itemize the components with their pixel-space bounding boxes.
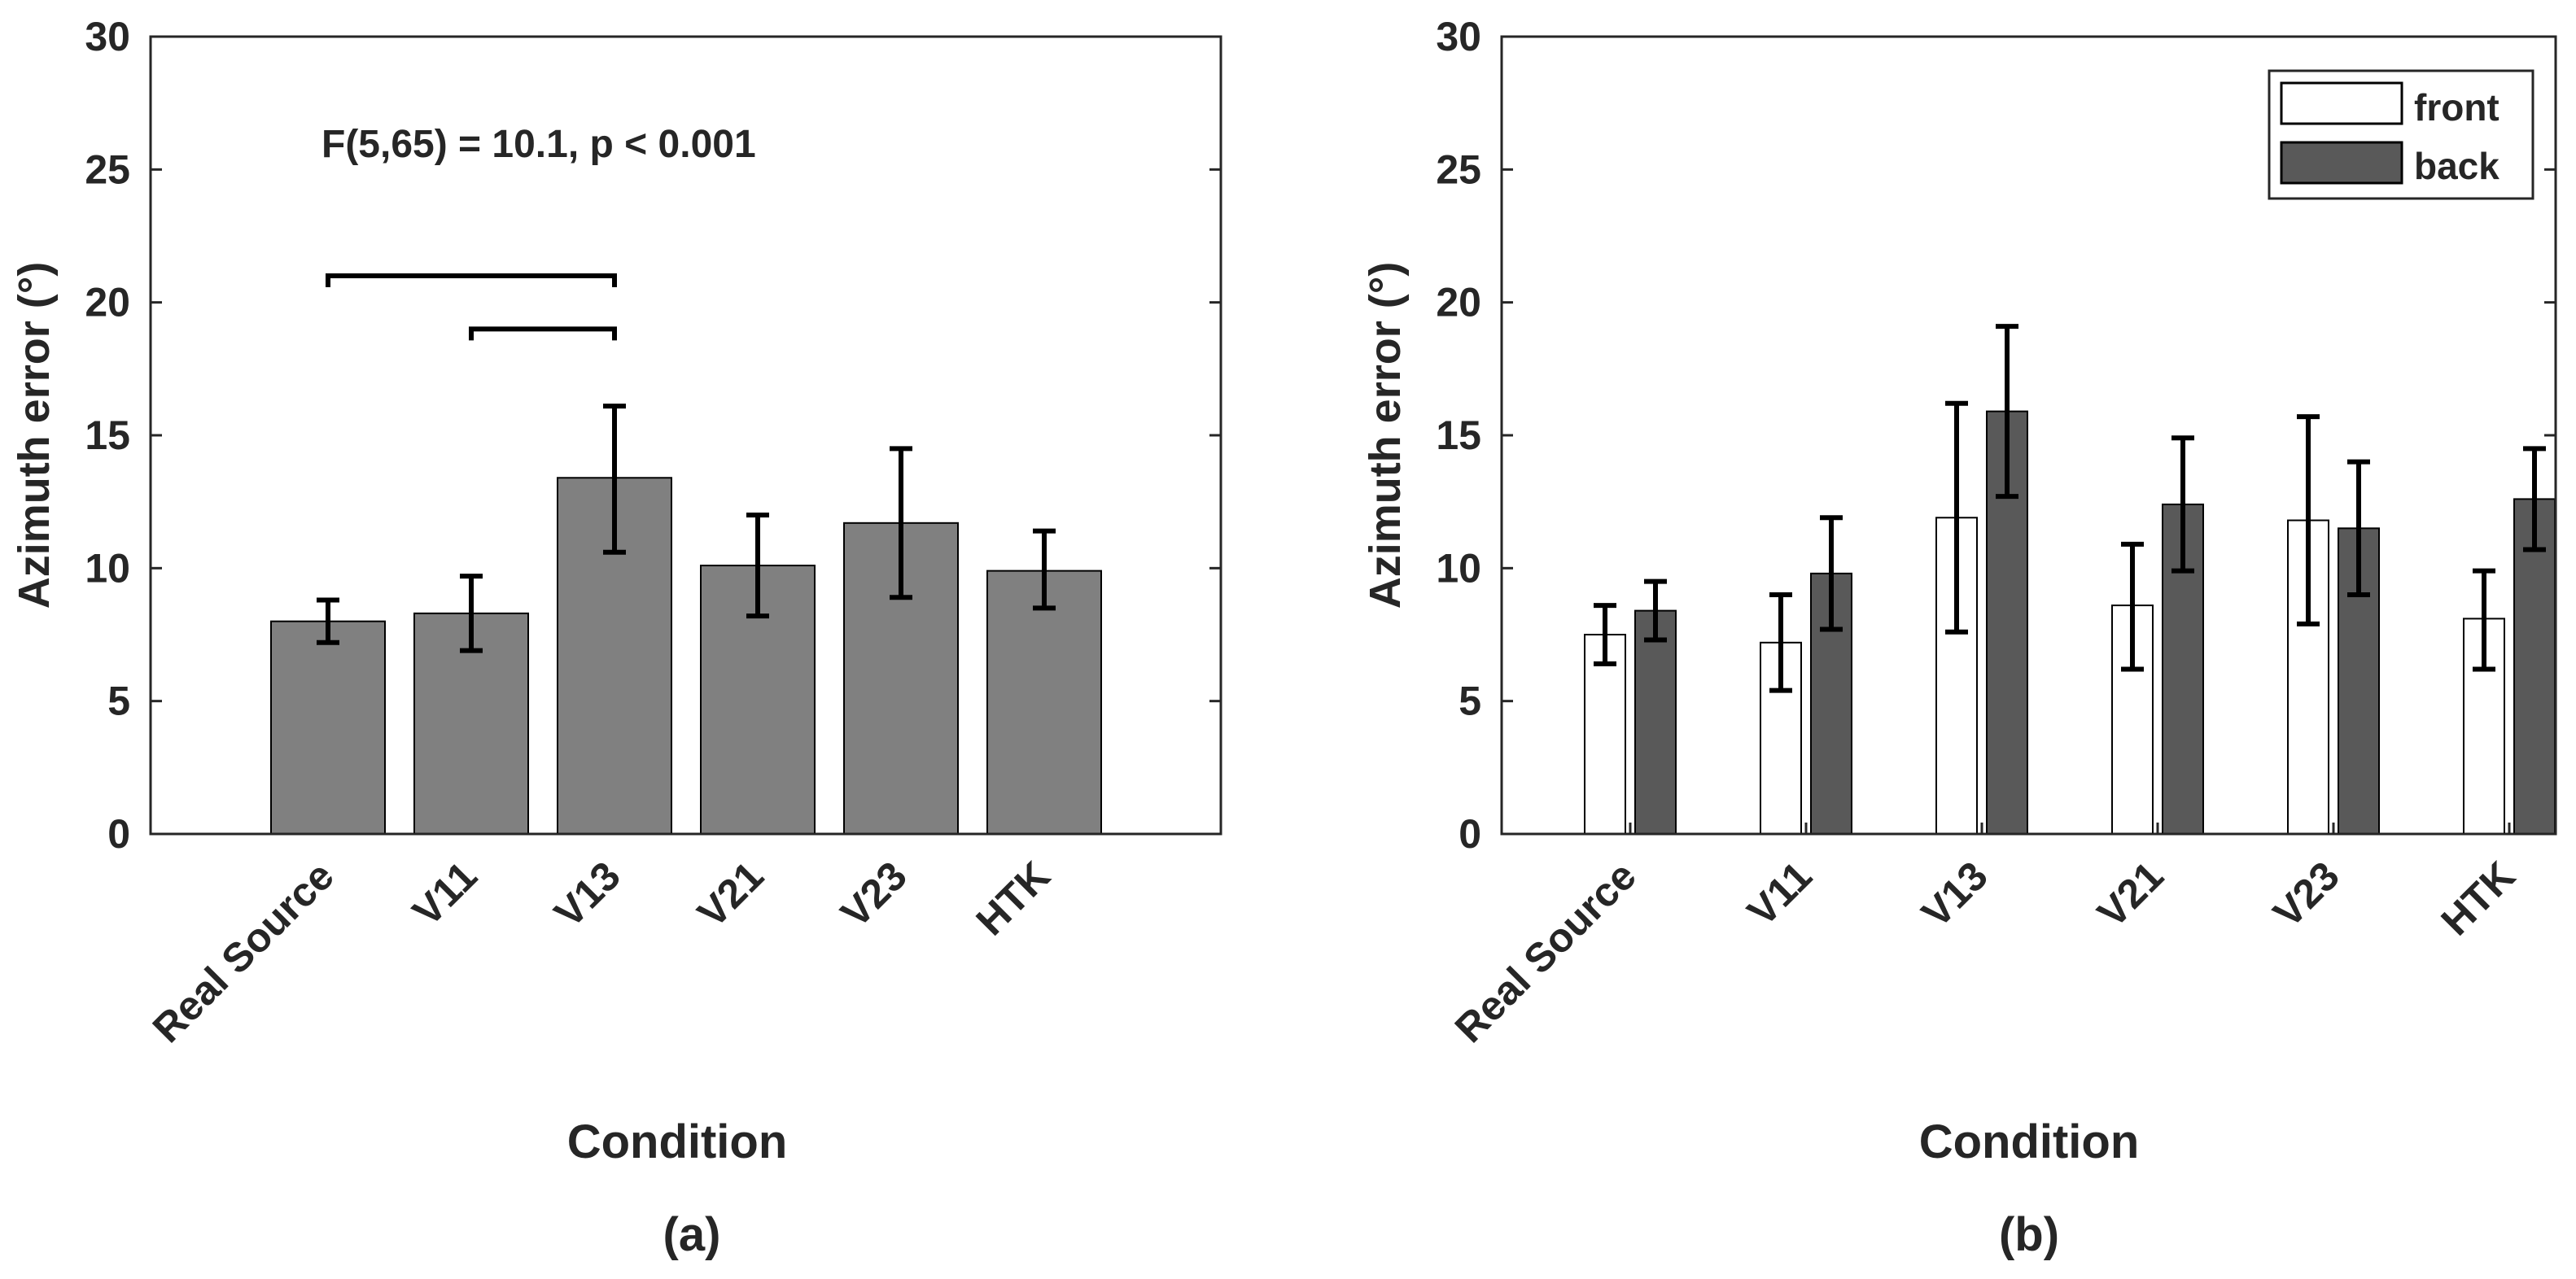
y-tick-labels-b: 0 5 10 15 20 25 30: [1436, 14, 1481, 857]
x-tick-label-htk: HTK: [968, 853, 1059, 944]
error-bar-front-v21: [2121, 541, 2144, 672]
y-axis-label-a: Azimuth error (°): [10, 262, 59, 609]
error-bar-back-v13: [1996, 324, 2018, 500]
error-bar-htk: [1033, 528, 1056, 611]
bar-front-real-source: [1584, 634, 1626, 835]
legend: front back: [2268, 69, 2534, 200]
x-tick-label-htk: HTK: [2433, 853, 2524, 944]
x-axis-label-b: Condition: [1919, 1115, 2140, 1168]
x-tick-labels-b: Real Source V11 V13 V21 V23 HTK: [1446, 853, 2524, 1051]
legend-label-back: back: [2414, 145, 2499, 187]
legend-label-front: front: [2414, 86, 2499, 129]
chart-panel-a: Real Source V11 V13 V21 V23 HTK 051015202530 …: [10, 14, 1222, 1261]
y-tick-label: 0: [1459, 811, 1481, 857]
x-tick-label-v23: V23: [832, 853, 916, 936]
error-bar-v23: [890, 446, 912, 600]
error-bar-front-v11: [1769, 592, 1792, 693]
y-tick-label: 30: [85, 14, 130, 59]
y-tick-label: 10: [1436, 545, 1481, 591]
significance-bracket-2: [469, 326, 617, 341]
y-tick-labels-a: 0 5 10 15 20 25 30: [85, 14, 130, 857]
axes-box-b: [1500, 35, 2557, 836]
error-bar-v21: [746, 513, 769, 619]
bar-back-real-source: [1634, 609, 1677, 835]
bar-real-source: [270, 620, 386, 836]
chart-panel-b: Real Source V11 V13 V21 V23 HTK 051015202530 …: [1361, 14, 2557, 1261]
error-bar-front-real-source: [1594, 603, 1616, 666]
x-tick-label-v21: V21: [689, 853, 772, 936]
x-tick-label-v11: V11: [1738, 853, 1821, 935]
error-bar-front-v13: [1945, 400, 1968, 635]
y-tick-label: 20: [1436, 280, 1481, 325]
x-tick-label-v13: V13: [545, 853, 629, 936]
x-tick-label-v13: V13: [1913, 853, 1997, 936]
bar-htk: [986, 570, 1102, 835]
y-tick-label: 5: [1459, 679, 1481, 724]
y-tick-label: 10: [85, 545, 130, 591]
error-bar-back-htk: [2523, 446, 2546, 552]
stat-annotation: F(5,65) = 10.1, p < 0.001: [321, 123, 756, 166]
y-tick-label: 15: [85, 413, 130, 458]
error-bar-front-htk: [2473, 568, 2495, 672]
y-tick-label: 20: [85, 280, 130, 325]
bars-a: [270, 477, 1102, 836]
y-tick-label: 25: [85, 146, 130, 192]
error-bars-a: [317, 404, 1056, 653]
x-axis-label-a: Condition: [567, 1115, 788, 1168]
error-bar-back-v23: [2347, 459, 2370, 597]
error-bar-back-v11: [1820, 515, 1843, 632]
x-tick-label-v23: V23: [2264, 853, 2348, 936]
error-bar-real-source: [317, 597, 339, 645]
significance-bracket-1: [326, 273, 617, 287]
legend-swatch-front: [2280, 81, 2403, 125]
legend-swatch-back: [2280, 141, 2403, 185]
y-tick-label: 15: [1436, 413, 1481, 458]
x-tick-labels-a: Real Source V11 V13 V21 V23 HTK: [144, 853, 1059, 1051]
y-tick-label: 30: [1436, 14, 1481, 59]
x-tick-label-real-source: Real Source: [144, 853, 343, 1051]
panel-label-a: (a): [663, 1208, 721, 1261]
error-bar-v13: [603, 404, 626, 555]
y-tick-label: 5: [107, 679, 130, 724]
error-bar-back-real-source: [1644, 578, 1667, 643]
y-axis-label-b: Azimuth error (°): [1361, 262, 1410, 609]
y-tick-label: 25: [1436, 146, 1481, 192]
significance-brackets: [326, 273, 617, 341]
error-bar-back-v21: [2171, 435, 2194, 574]
error-bars-b: [1594, 324, 2546, 693]
x-tick-label-v21: V21: [2088, 853, 2172, 936]
x-tick-label-v11: V11: [404, 853, 486, 935]
x-tick-label-real-source: Real Source: [1446, 853, 1645, 1051]
panel-label-b: (b): [1999, 1208, 2059, 1261]
error-bar-v11: [460, 574, 483, 653]
y-tick-label: 0: [107, 811, 130, 857]
axes-box-a: [149, 35, 1222, 836]
error-bar-front-v23: [2297, 414, 2320, 626]
